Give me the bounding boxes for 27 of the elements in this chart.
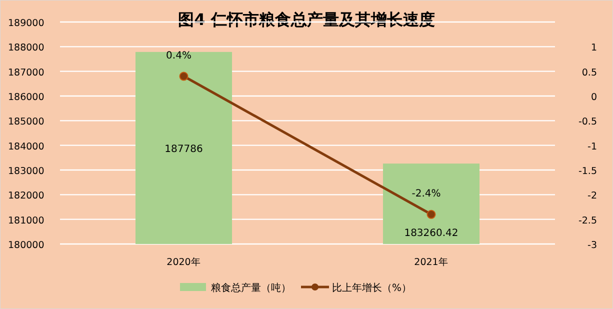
y-tick-label: 180000 (8, 240, 44, 251)
y-tick-label: 187000 (8, 67, 44, 78)
y2-tick-label: -2.5 (578, 215, 597, 226)
y2-tick-label: 1 (590, 42, 597, 54)
data-label: -2.4% (412, 188, 441, 200)
y2-tick-label: 0 (590, 92, 597, 103)
y2-tick-label: -0.5 (578, 116, 597, 128)
data-label: 187786 (164, 144, 203, 155)
y2-tick-label: -3 (588, 240, 597, 251)
legend-label: 比上年增长（%） (332, 282, 412, 294)
y-tick-label: 188000 (8, 42, 44, 54)
x-tick-label: 2021年 (414, 256, 448, 268)
y-tick-label: 186000 (8, 92, 44, 103)
y-tick-label: 189000 (8, 18, 44, 29)
y2-tick-label: 0.5 (582, 67, 597, 78)
y-tick-label: 184000 (8, 141, 44, 152)
y2-tick-label: -2 (588, 190, 597, 202)
x-tick-label: 2020年 (166, 256, 201, 268)
legend-label: 粮食总产量（吨） (211, 282, 291, 294)
data-label: 183260.42 (404, 228, 458, 239)
y-tick-label: 185000 (8, 116, 44, 128)
y-tick-label: 181000 (8, 215, 44, 226)
y2-tick-label: -1 (588, 141, 597, 152)
y-tick-label: 182000 (8, 190, 44, 202)
data-label: 0.4% (166, 50, 192, 62)
y-tick-label: 183000 (8, 166, 44, 177)
y2-tick-label: -1.5 (578, 166, 597, 177)
